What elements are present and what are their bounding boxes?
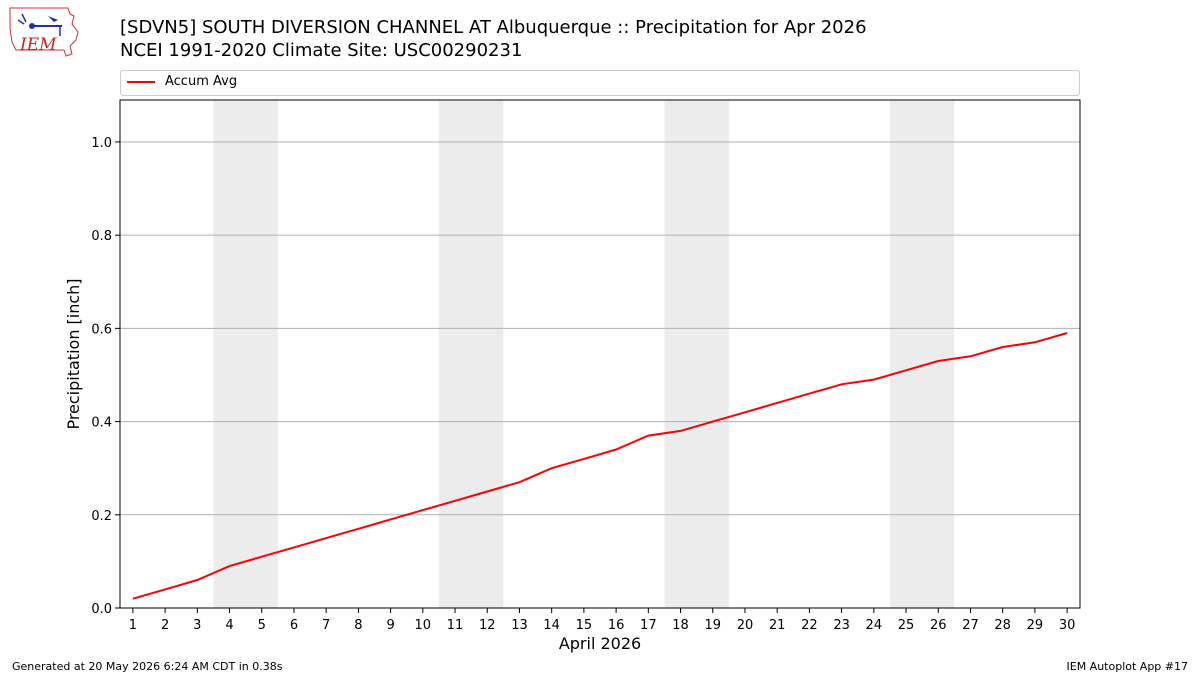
x-tick-label: 21 (769, 618, 786, 633)
y-tick-label: 0.6 (91, 322, 112, 337)
y-tick-label: 0.0 (91, 602, 112, 617)
x-tick-label: 4 (225, 618, 233, 633)
chart-title: [SDVN5] SOUTH DIVERSION CHANNEL AT Albuq… (120, 17, 867, 38)
x-tick-label: 24 (866, 618, 883, 633)
x-tick-label: 6 (290, 618, 298, 633)
y-axis-label: Precipitation [inch] (64, 278, 83, 429)
plot-frame (119, 99, 1081, 609)
x-tick-label: 26 (930, 618, 947, 633)
weekend-band-1 (213, 100, 278, 608)
x-tick-label: 22 (801, 618, 818, 633)
x-tick-label: 13 (511, 618, 528, 633)
y-tick-label: 0.2 (91, 509, 112, 524)
x-tick-label: 3 (193, 618, 201, 633)
x-tick-label: 15 (576, 618, 593, 633)
x-tick-label: 7 (322, 618, 330, 633)
x-tick-label: 23 (833, 618, 850, 633)
x-tick-label: 17 (640, 618, 657, 633)
x-tick-label: 12 (479, 618, 496, 633)
x-tick-label: 20 (737, 618, 754, 633)
x-tick-label: 30 (1059, 618, 1076, 633)
weekend-band-3 (664, 100, 729, 608)
x-tick-label: 5 (258, 618, 266, 633)
x-axis-label: April 2026 (559, 634, 641, 653)
weekend-band-4 (889, 100, 955, 608)
x-tick-label: 9 (386, 618, 394, 633)
x-tick-label: 19 (704, 618, 721, 633)
legend-swatch-accum-avg (127, 81, 155, 83)
logo-text: IEM (19, 35, 57, 55)
chart-subtitle: NCEI 1991-2020 Climate Site: USC00290231 (120, 40, 523, 61)
iem-logo: IEM (9, 7, 79, 57)
x-tick-label: 1 (129, 618, 137, 633)
x-tick-label: 14 (543, 618, 560, 633)
y-tick-label: 0.4 (91, 416, 112, 431)
legend: Accum Avg (120, 70, 1080, 96)
x-tick-label: 27 (962, 618, 979, 633)
x-tick-label: 11 (447, 618, 464, 633)
series-line-accum-avg (132, 332, 1068, 600)
weekend-band-2 (438, 100, 504, 608)
legend-label-accum-avg: Accum Avg (165, 74, 238, 89)
x-tick-label: 8 (354, 618, 362, 633)
x-tick-label: 2 (161, 618, 169, 633)
x-tick-label: 25 (898, 618, 915, 633)
y-tick-label: 1.0 (91, 136, 112, 151)
x-tick-label: 28 (994, 618, 1011, 633)
x-tick-label: 10 (415, 618, 432, 633)
footer-app: IEM Autoplot App #17 (1066, 660, 1189, 673)
footer-generated: Generated at 20 May 2026 6:24 AM CDT in … (12, 660, 283, 673)
x-tick-label: 29 (1027, 618, 1044, 633)
x-tick-label: 18 (672, 618, 689, 633)
x-tick-label: 16 (608, 618, 625, 633)
y-tick-label: 0.8 (91, 229, 112, 244)
